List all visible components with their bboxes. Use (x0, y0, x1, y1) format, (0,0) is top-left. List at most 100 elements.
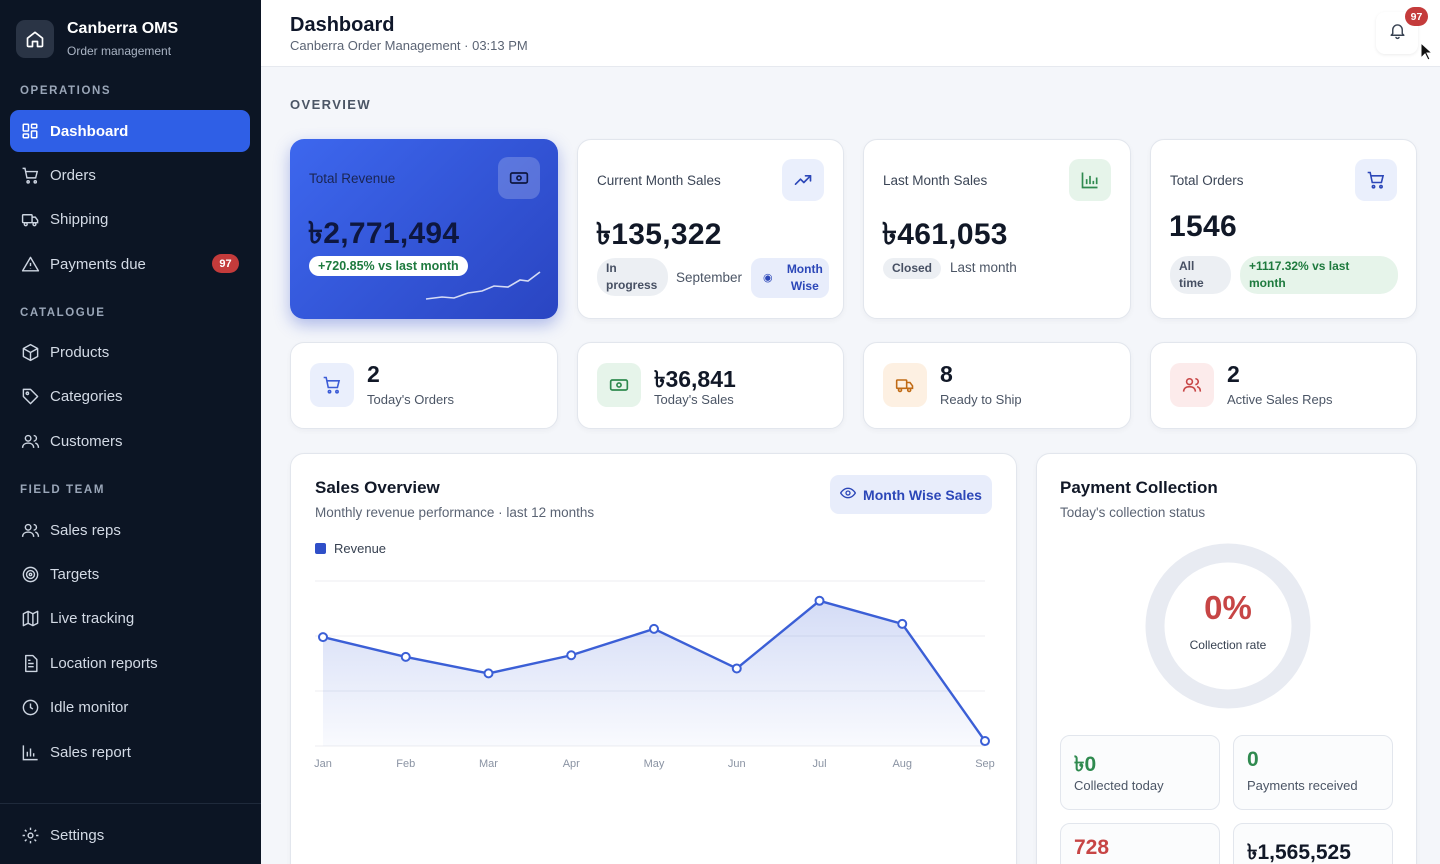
top-header: Dashboard Canberra Order Management · 03… (261, 0, 1440, 67)
sidebar-item-customers[interactable]: Customers (10, 420, 250, 462)
sales-overview-card: Sales Overview Monthly revenue performan… (290, 453, 1017, 864)
pending-count-box[interactable]: 728 (1060, 823, 1220, 864)
period-label: September (676, 270, 743, 285)
period-label: Last month (950, 260, 1017, 275)
warning-icon (20, 254, 40, 274)
sidebar-item-label: Targets (50, 565, 100, 583)
mouse-cursor-icon (1420, 41, 1434, 67)
due-amount-box[interactable]: ৳1,565,525 (1233, 823, 1393, 864)
x-tick-label: Jul (812, 758, 826, 770)
bar-chart-icon (20, 742, 40, 762)
data-point-apr (566, 650, 577, 661)
brand-subtitle: Order management (67, 44, 172, 58)
nav-section-field-team: FIELD TEAM (20, 484, 105, 496)
sidebar-item-categories[interactable]: Categories (10, 375, 250, 417)
users-icon (20, 431, 40, 451)
sidebar-item-label: Idle monitor (50, 698, 129, 716)
payments-received-box[interactable]: 0 Payments received (1233, 735, 1393, 810)
sidebar-item-live-tracking[interactable]: Live tracking (10, 597, 250, 639)
x-tick-label: Sep (975, 758, 995, 770)
cart-icon (310, 363, 354, 407)
stat-value: 2 (367, 361, 380, 387)
sidebar-item-sales-report[interactable]: Sales report (10, 731, 250, 773)
sidebar-item-label: Location reports (50, 654, 158, 672)
notification-badge: 97 (1405, 7, 1428, 26)
kpi-value: ৳135,322 (596, 218, 722, 251)
sidebar-item-label: Dashboard (50, 122, 129, 140)
kpi-label: Total Orders (1170, 173, 1244, 188)
home-icon[interactable] (16, 20, 54, 58)
kpi-total-orders[interactable]: Total Orders 1546 All time +1117.32% vs … (1150, 139, 1417, 319)
clock-icon (20, 697, 40, 717)
data-point-may (649, 623, 659, 634)
sidebar-item-targets[interactable]: Targets (10, 553, 250, 595)
file-icon (20, 653, 40, 673)
gear-icon (20, 825, 40, 845)
sidebar-item-payments-due[interactable]: Payments due 97 (10, 243, 250, 285)
x-tick-label: Feb (396, 758, 415, 770)
x-tick-label: Aug (892, 758, 912, 770)
dashboard-icon (20, 121, 40, 141)
stat-value: 8 (940, 361, 953, 387)
sidebar-item-products[interactable]: Products (10, 331, 250, 373)
stat-ready-to-ship[interactable]: 8 Ready to Ship (863, 342, 1131, 429)
status-badge: All time (1170, 256, 1231, 294)
sidebar-item-label: Categories (50, 387, 123, 405)
cash-icon (597, 363, 641, 407)
kpi-last-month-sales[interactable]: Last Month Sales ৳461,053 Closed Last mo… (863, 139, 1131, 319)
pending-count-value: 728 (1074, 836, 1110, 859)
sidebar-item-orders[interactable]: Orders (10, 154, 250, 196)
data-point-jan (318, 632, 328, 643)
stat-active-sales-reps[interactable]: 2 Active Sales Reps (1150, 342, 1417, 429)
collected-today-box[interactable]: ৳0 Collected today (1060, 735, 1220, 810)
sales-overview-title: Sales Overview (315, 478, 440, 497)
kpi-total-revenue[interactable]: Total Revenue ৳2,771,494 +720.85% vs las… (290, 139, 558, 319)
kpi-value: 1546 (1169, 210, 1237, 243)
x-tick-label: Jun (728, 758, 746, 770)
sidebar-item-label: Payments due (50, 255, 146, 273)
sidebar-divider (0, 803, 261, 804)
sidebar-item-label: Orders (50, 166, 96, 184)
chart-legend: Revenue (315, 541, 386, 556)
month-wise-sales-button[interactable]: Month Wise Sales (830, 475, 992, 514)
month-wise-button[interactable]: ◉ Month Wise (751, 258, 829, 298)
legend-swatch (315, 543, 326, 554)
eye-icon: ◉ (763, 271, 773, 284)
sales-overview-subtitle: Monthly revenue performance · last 12 mo… (315, 505, 595, 520)
cart-icon (20, 165, 40, 185)
status-badge: In progress (597, 258, 668, 296)
sidebar-item-label: Sales report (50, 743, 131, 761)
sidebar-item-dashboard[interactable]: Dashboard (10, 110, 250, 152)
status-badge: Closed (883, 258, 942, 279)
overview-label: OVERVIEW (290, 97, 372, 112)
sidebar-item-idle-monitor[interactable]: Idle monitor (10, 686, 250, 728)
bell-icon (1388, 21, 1407, 45)
kpi-label: Total Revenue (309, 171, 396, 186)
sidebar-item-sales-reps[interactable]: Sales reps (10, 509, 250, 551)
payments-received-value: 0 (1247, 748, 1259, 771)
truck-icon (20, 209, 40, 229)
users-icon (20, 520, 40, 540)
stat-todays-sales[interactable]: ৳36,841 Today's Sales (577, 342, 844, 429)
sidebar-item-label: Sales reps (50, 521, 121, 539)
sidebar-item-location-reports[interactable]: Location reports (10, 642, 250, 684)
truck-icon (883, 363, 927, 407)
collection-rate-label: Collection rate (1189, 638, 1267, 652)
sidebar-item-shipping[interactable]: Shipping (10, 198, 250, 240)
stat-todays-orders[interactable]: 2 Today's Orders (290, 342, 558, 429)
page-subtitle: Canberra Order Management · 03:13 PM (290, 38, 528, 53)
target-icon (20, 564, 40, 584)
payment-collection-card: Payment Collection Today's collection st… (1036, 453, 1417, 864)
kpi-current-month-sales[interactable]: Current Month Sales ৳135,322 In progress… (577, 139, 844, 319)
trending-up-icon (782, 159, 824, 201)
month-wise-label: Month Wise (786, 262, 823, 293)
kpi-label: Last Month Sales (883, 173, 988, 188)
payments-due-badge: 97 (212, 254, 239, 273)
notifications-button[interactable]: 97 (1376, 7, 1428, 54)
stat-label: Today's Orders (367, 392, 455, 407)
collection-rate-ring (1145, 543, 1311, 709)
data-point-aug (897, 618, 908, 629)
revenue-sparkline (425, 271, 541, 300)
sidebar: Canberra OMS Order management OPERATIONS… (0, 0, 261, 864)
sidebar-item-settings[interactable]: Settings (10, 814, 250, 856)
